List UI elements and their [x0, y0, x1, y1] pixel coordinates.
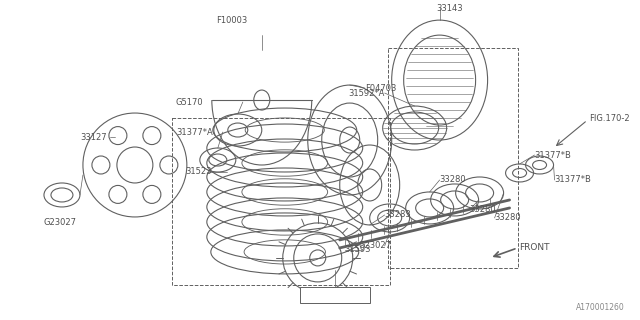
- Text: 31593: 31593: [345, 245, 371, 254]
- Text: 31377*A: 31377*A: [176, 128, 213, 137]
- Text: F04703: F04703: [365, 84, 396, 92]
- Text: 31377*B: 31377*B: [554, 175, 591, 185]
- Text: 33280: 33280: [470, 205, 496, 214]
- Text: G23027: G23027: [44, 219, 76, 228]
- Text: 33280: 33280: [495, 213, 521, 222]
- Text: G5170: G5170: [175, 98, 203, 107]
- Text: 33283: 33283: [385, 211, 412, 220]
- Bar: [388, 48, 518, 268]
- Text: FIG.150-5: FIG.150-5: [316, 290, 353, 300]
- Text: 33280: 33280: [440, 175, 467, 185]
- Text: 31523: 31523: [186, 167, 212, 177]
- Text: 31592*A: 31592*A: [348, 89, 385, 98]
- Text: 31377*B: 31377*B: [534, 150, 572, 159]
- Text: F10003: F10003: [216, 16, 248, 25]
- Text: 33143: 33143: [436, 4, 463, 12]
- Bar: [300, 287, 370, 303]
- Text: FRONT: FRONT: [520, 244, 550, 252]
- Text: A170001260: A170001260: [576, 303, 625, 312]
- Bar: [172, 118, 390, 285]
- Text: G23027: G23027: [358, 241, 391, 251]
- Text: FIG.170-2: FIG.170-2: [589, 114, 630, 123]
- Text: 33127: 33127: [80, 132, 106, 141]
